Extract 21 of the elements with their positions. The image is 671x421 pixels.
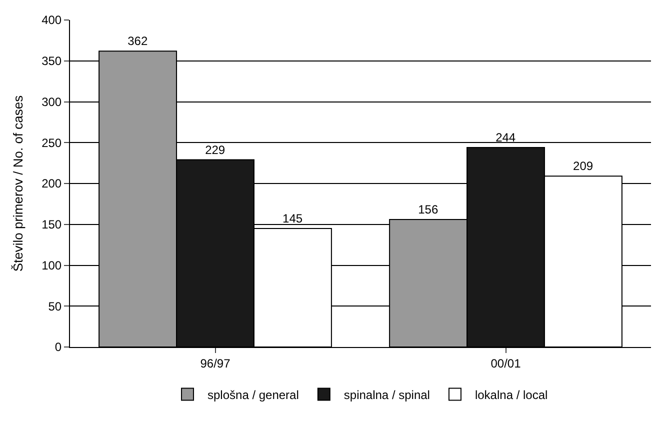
data-label: 209 xyxy=(573,159,594,174)
data-label: 156 xyxy=(418,202,438,216)
y-axis-title: Število primerov / No. of cases xyxy=(10,94,26,272)
data-label: 229 xyxy=(205,142,226,157)
y-tick-label: 350 xyxy=(42,54,62,68)
x-tick-label: 96/97 xyxy=(200,356,231,370)
y-tick-label: 100 xyxy=(42,258,62,272)
y-tick-label: 300 xyxy=(42,94,62,109)
data-label: 145 xyxy=(282,211,303,226)
y-tick-label: 0 xyxy=(54,340,62,354)
y-tick-label: 50 xyxy=(48,299,62,314)
y-tick-label: 150 xyxy=(42,218,62,232)
y-tick-label: 250 xyxy=(42,136,62,150)
data-label: 362 xyxy=(128,34,148,48)
y-tick-label: 200 xyxy=(42,176,62,191)
legend-label: lokalna / local xyxy=(474,388,548,402)
data-label: 244 xyxy=(496,130,516,145)
legend-label: splošna / general xyxy=(208,388,299,402)
legend-label: spinalna / spinal xyxy=(344,388,430,402)
y-tick-label: 400 xyxy=(42,13,62,28)
x-tick-label: 00/01 xyxy=(490,356,522,370)
